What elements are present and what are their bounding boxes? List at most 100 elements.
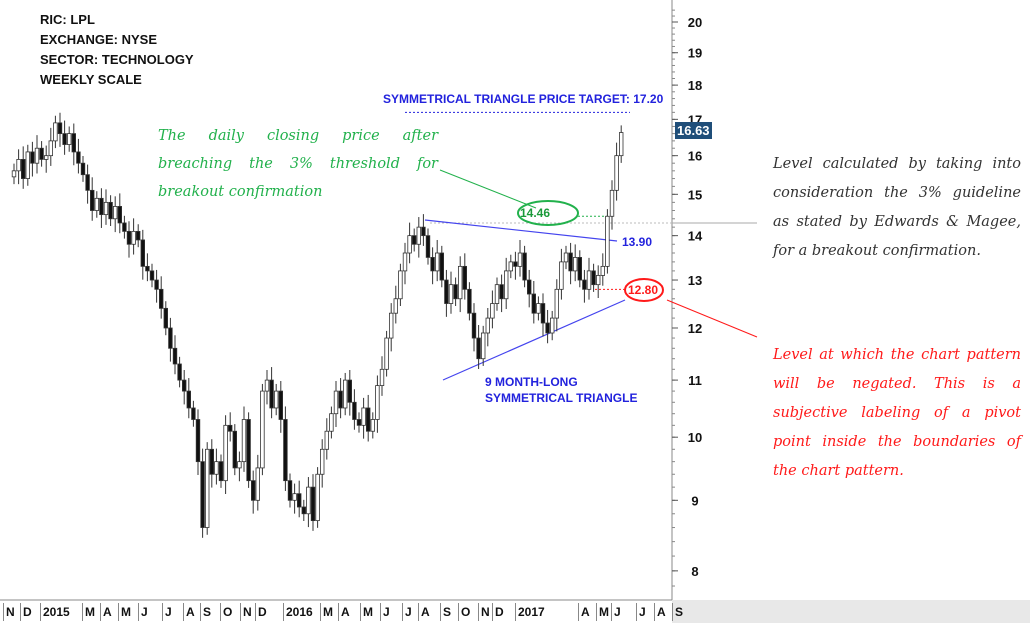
candle-body [168, 327, 173, 349]
candle-body [154, 279, 159, 290]
ric-label: RIC: LPL [40, 12, 95, 27]
candle-body [342, 379, 348, 409]
candle-body [85, 174, 90, 191]
candle-body [365, 407, 371, 432]
candle-body [586, 270, 592, 290]
triangle-label-line1: 9 MONTH-LONG [485, 375, 578, 389]
candle-body [20, 159, 26, 179]
candle-body [467, 288, 472, 314]
candle-body [16, 159, 21, 172]
candle-body [559, 261, 564, 290]
candle-body [361, 407, 366, 426]
y-tick-label: 11 [688, 373, 702, 388]
candle-body [122, 222, 127, 232]
x-tick-label: 2017 [515, 603, 545, 621]
x-tick-label: J [611, 603, 621, 621]
triangle-label: 9 MONTH-LONG SYMMETRICAL TRIANGLE [485, 374, 637, 406]
candle-body [513, 261, 518, 267]
candle-body [177, 363, 182, 381]
candle-body [425, 235, 431, 258]
candle-body [57, 122, 63, 135]
candle-body [287, 480, 293, 501]
x-tick-label: J [636, 603, 646, 621]
negation-level-label: 12.80 [628, 283, 659, 297]
candle-body [117, 206, 122, 224]
candle-body [421, 226, 426, 237]
x-tick-label: M [596, 603, 609, 621]
x-tick-label: J [162, 603, 172, 621]
x-tick-label: S [200, 603, 211, 621]
y-tick-label: 14 [688, 229, 703, 244]
negation-ellipse [624, 278, 664, 302]
candle-body [241, 419, 247, 463]
sector-label: SECTOR: TECHNOLOGY [40, 52, 194, 67]
candle-body [283, 419, 288, 482]
candle-body [352, 401, 357, 420]
candle-body [338, 390, 343, 409]
x-tick-label: N [240, 603, 252, 621]
candle-body [540, 303, 546, 324]
y-tick-label: 20 [688, 15, 702, 30]
candle-body [131, 230, 136, 245]
candle-body [411, 235, 417, 245]
candle-body [554, 288, 559, 319]
candle-body [333, 390, 339, 415]
candle-body [209, 448, 214, 475]
candle-body [71, 133, 76, 153]
candle-body [39, 147, 44, 160]
candle-body [292, 493, 297, 501]
y-tick-label: 19 [688, 46, 702, 61]
candle-body [619, 132, 624, 157]
threshold-note: Level calculated by taking into consider… [773, 156, 1021, 259]
candle-body [145, 265, 150, 272]
candle-body [577, 257, 582, 281]
candle-body [11, 170, 17, 178]
x-axis-end [672, 600, 1030, 623]
candle-body [550, 317, 555, 334]
candle-body [264, 379, 270, 392]
x-tick-label: N [3, 603, 15, 621]
x-tick-label: S [440, 603, 451, 621]
candle-body [356, 419, 362, 426]
candle-body [237, 461, 242, 469]
candle-body [218, 461, 224, 482]
breakout-pointer [439, 169, 537, 209]
exchange-label: EXCHANGE: NYSE [40, 32, 158, 47]
candle-body [384, 337, 389, 370]
breakout-level-label: 14.46 [520, 206, 551, 220]
y-tick-label: 13 [688, 273, 702, 288]
x-tick-label: 2016 [283, 603, 313, 621]
candle-body [113, 206, 118, 220]
candle-body [370, 419, 375, 432]
candle-body [99, 197, 104, 216]
candle-body [388, 312, 394, 339]
x-tick-label: M [118, 603, 131, 621]
candle-body [135, 230, 141, 241]
candle-body [522, 252, 527, 281]
candle-body [527, 279, 532, 295]
candle-body [393, 298, 398, 314]
candle-body [319, 448, 325, 475]
candle-body [269, 379, 274, 409]
candle-body [503, 270, 509, 300]
candle-body [614, 155, 619, 191]
candle-body [517, 252, 523, 267]
candle-body [582, 279, 587, 290]
candle-body [573, 257, 578, 272]
candle-body [108, 201, 113, 220]
candle-body [444, 279, 449, 304]
candle-body [462, 265, 467, 290]
candle-body [126, 230, 132, 245]
triangle-label-line2: SYMMETRICAL TRIANGLE [485, 391, 638, 405]
candle-body [485, 317, 490, 334]
candle-body [94, 197, 99, 211]
candle-body [306, 486, 311, 515]
candle-body [499, 284, 504, 300]
last-price-badge: 16.63 [675, 122, 712, 139]
x-tick-label: J [402, 603, 412, 621]
x-tick-label: A [578, 603, 590, 621]
candle-body [301, 506, 306, 515]
candle-body [278, 390, 283, 420]
